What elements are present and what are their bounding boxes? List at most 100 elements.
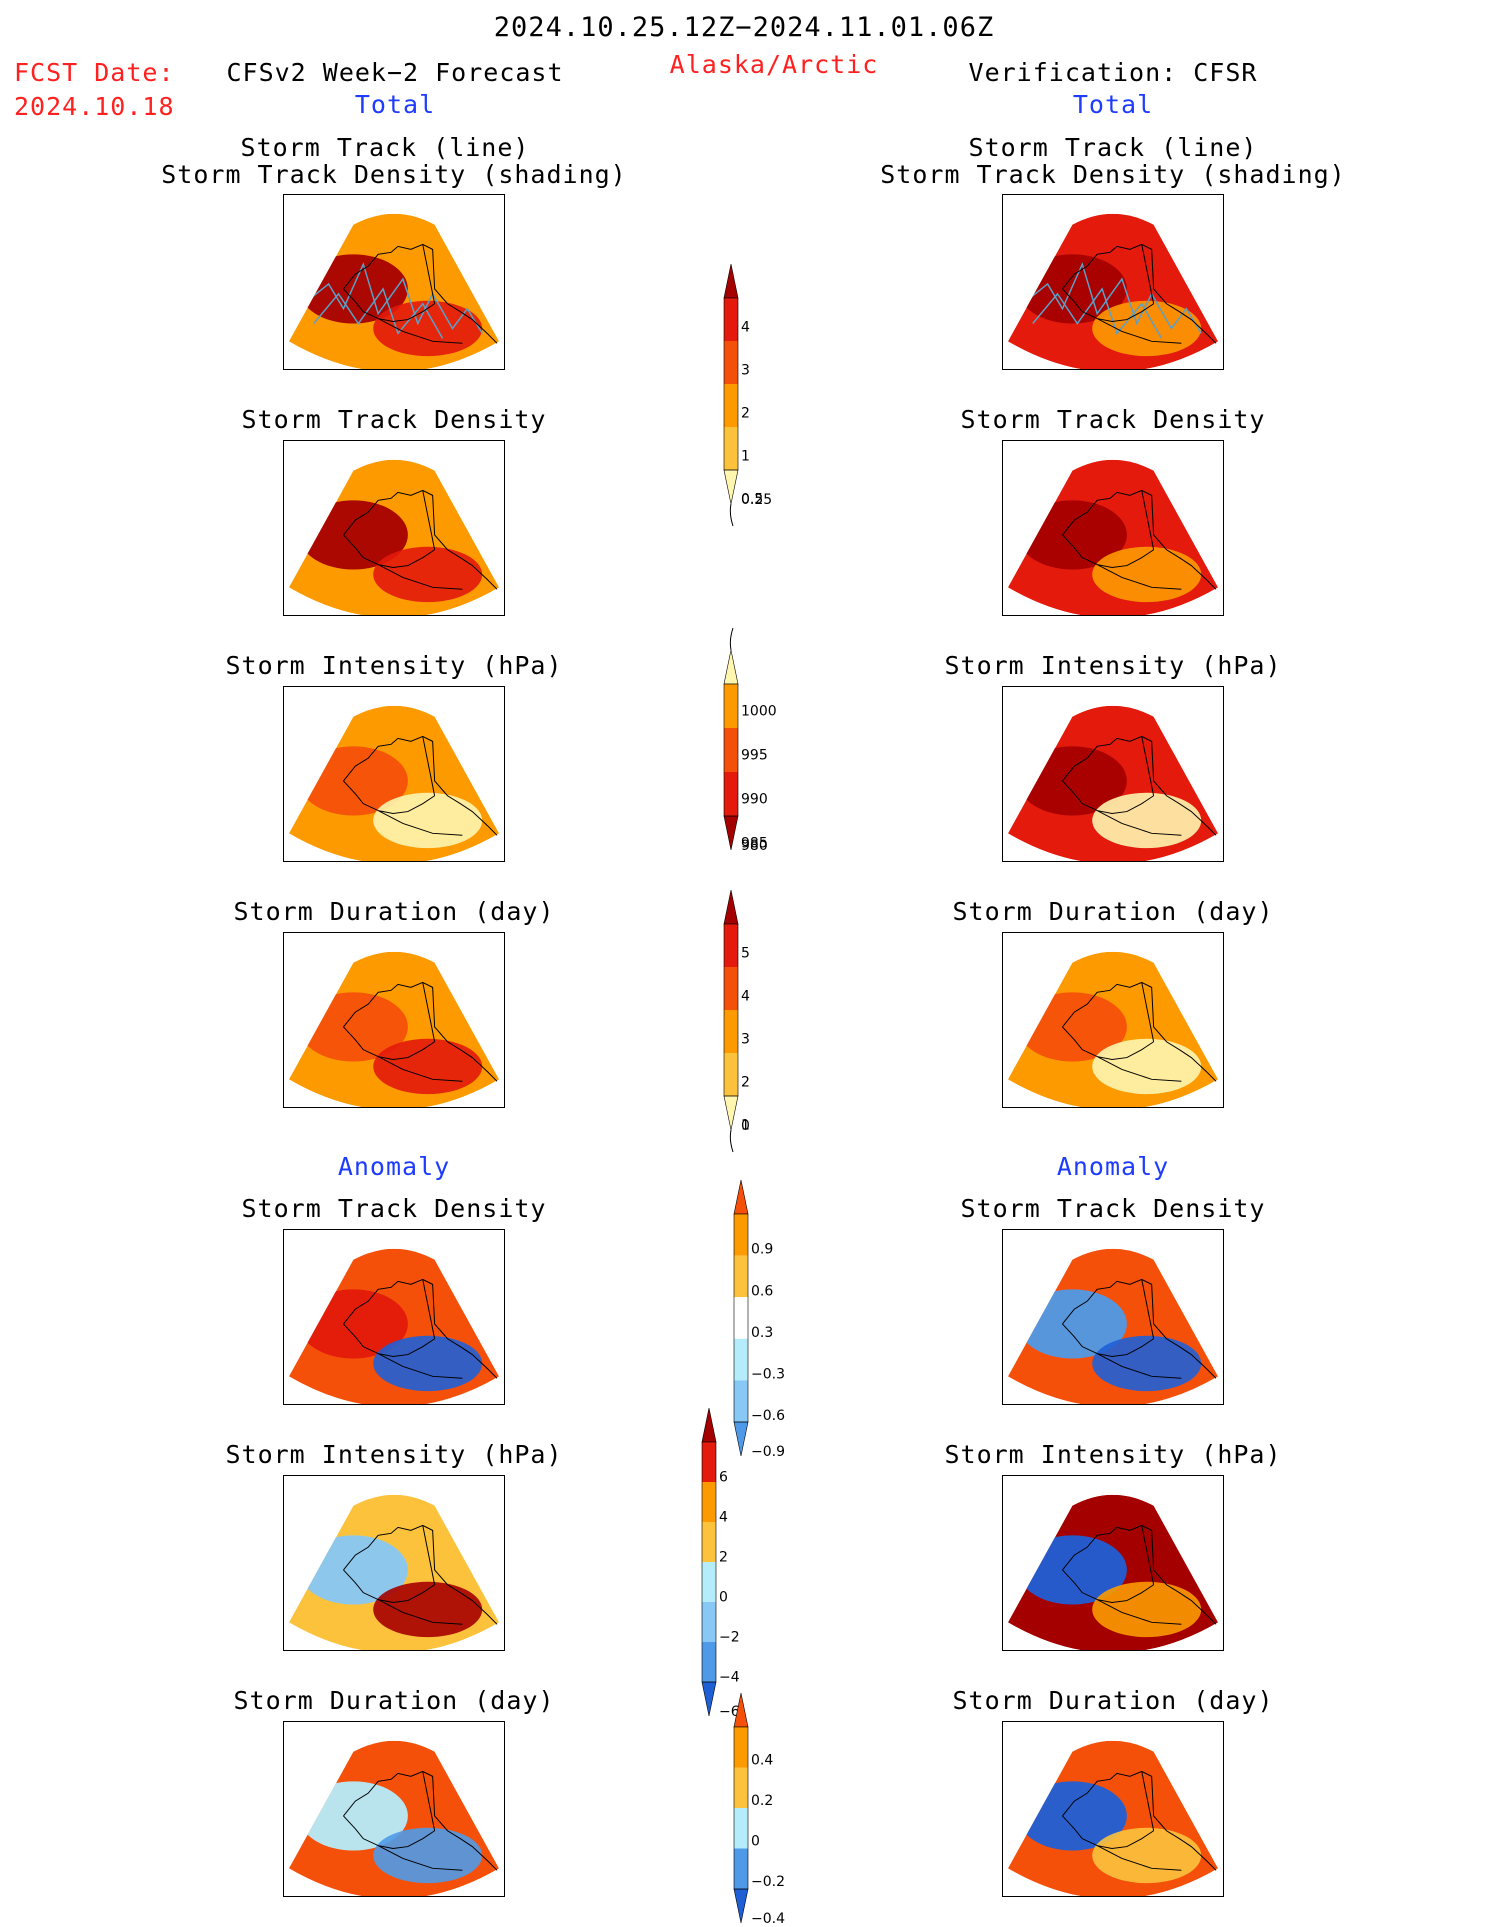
colorbar-tick-label: −2 [719, 1629, 740, 1645]
colorbar-segment [734, 1767, 748, 1808]
fc-anom-intensity-title: Storm Intensity (hPa) [225, 1440, 563, 1469]
colorbar-frame [723, 923, 739, 1097]
colorbar-tick-label: 995 [741, 747, 768, 763]
colorbar-bottom-arrow [723, 815, 739, 851]
map-field-blob [1092, 1581, 1202, 1638]
map-field-blob [373, 1581, 483, 1638]
fc-track-title-2: Storm Track Density (shading) [161, 160, 627, 189]
map-field-blob [1092, 1038, 1202, 1095]
map-panel-fc-density [283, 440, 505, 616]
colorbar-tick-label: −0.3 [751, 1366, 785, 1382]
border-line [422, 736, 436, 796]
colorbar-tick-label: −0.6 [751, 1408, 785, 1424]
colorbar-top-arrow [723, 649, 739, 685]
border-line [422, 1279, 436, 1339]
colorbar-tick-label: 2 [719, 1549, 728, 1565]
map-field-blob [373, 546, 483, 603]
colorbar-segment [702, 1602, 716, 1642]
colorbar-top-arrow [701, 1407, 717, 1443]
colorbar-tail [729, 503, 734, 527]
colorbar-top-arrow [733, 1692, 749, 1728]
border-line [422, 490, 436, 550]
colorbar-segment [724, 427, 738, 470]
border-line [1141, 1525, 1155, 1585]
storm-track-lines [1022, 262, 1202, 339]
storm-track-lines [303, 262, 483, 339]
colorbar-bottom-arrow [701, 1681, 717, 1717]
colorbar-tick-label: 3 [741, 1032, 750, 1048]
colorbar-tick-label: 3 [741, 363, 750, 379]
colorbar-segment [734, 1808, 748, 1849]
colorbar-tick-label: −6 [719, 1704, 740, 1720]
colorbar-segment [724, 1010, 738, 1053]
map-panel-vf-anom-density [1002, 1229, 1224, 1405]
colorbar-duration-anomaly: 0.4 0.2 0 −0.2 −0.4 [733, 1692, 794, 1927]
map-panel-fc-anom-intensity [283, 1475, 505, 1651]
colorbar-density-anomaly: 0.9 0.6 0.3 −0.3 −0.6 −0.9 [733, 1179, 794, 1460]
border-line [422, 982, 436, 1042]
map-field-blob [373, 1827, 483, 1884]
colorbar-tick-label: 0.6 [751, 1283, 773, 1299]
colorbar-tail [729, 627, 734, 651]
map-panel-vf-anom-intensity [1002, 1475, 1224, 1651]
fcst-date-label: FCST Date: [14, 58, 175, 87]
map-panel-vf-anom-duration [1002, 1721, 1224, 1897]
fc-anom-duration-title: Storm Duration (day) [233, 1686, 555, 1715]
vf-track-title-1: Storm Track (line) [968, 133, 1258, 162]
colorbar-tail [729, 1129, 734, 1153]
forecast-total-label: Total [354, 90, 436, 119]
colorbar-segment [724, 298, 738, 341]
colorbar-segment [734, 1214, 748, 1256]
colorbar-tick-label: 4 [741, 320, 750, 336]
border-line [1141, 982, 1155, 1042]
border-line [422, 1525, 436, 1585]
colorbar-tick-label: −0.4 [751, 1911, 785, 1927]
fc-anom-density-title: Storm Track Density [241, 1194, 547, 1223]
colorbar-tick-label: 2 [741, 1075, 750, 1091]
colorbar-segment [702, 1442, 716, 1482]
colorbar-segment [734, 1255, 748, 1298]
border-line [422, 244, 436, 304]
colorbar-segment [702, 1522, 716, 1562]
colorbar-tick-label: 0.9 [751, 1242, 773, 1258]
colorbar-tick-label: 990 [741, 791, 768, 807]
colorbar-tick-label: 0 [719, 1589, 728, 1605]
fc-anomaly-label: Anomaly [337, 1152, 451, 1181]
map-field-blob [1092, 546, 1202, 603]
map-panel-fc-duration [283, 932, 505, 1108]
colorbar-segment [702, 1562, 716, 1602]
colorbar-tick-label: 0 [751, 1833, 760, 1849]
colorbar-segment [724, 1053, 738, 1096]
coastline [343, 1278, 498, 1379]
colorbar-segment [724, 967, 738, 1010]
coastline [1062, 1278, 1217, 1379]
colorbar-segment [724, 341, 738, 384]
coastline [343, 1770, 498, 1871]
colorbar-segment [702, 1482, 716, 1522]
coastline [1062, 1770, 1217, 1871]
map-panel-vf-density [1002, 440, 1224, 616]
vf-anom-intensity-title: Storm Intensity (hPa) [944, 1440, 1282, 1469]
border-line [1141, 244, 1155, 304]
colorbar-frame [723, 683, 739, 817]
map-panel-fc-track [283, 194, 505, 370]
border-line [1141, 736, 1155, 796]
map-field-blob [1092, 792, 1202, 849]
colorbar-segment [734, 1338, 748, 1381]
vf-density-title: Storm Track Density [960, 405, 1266, 434]
map-field-blob [373, 1038, 483, 1095]
colorbar-tick-label: −0.2 [751, 1874, 785, 1890]
border-line [422, 1771, 436, 1831]
colorbar-density-total: 4 3 2 1 0.5 0.25 [723, 263, 784, 527]
colorbar-tick-label: 0.3 [751, 1325, 773, 1341]
colorbar-tick-label: 1 [741, 1118, 750, 1134]
border-line [1141, 490, 1155, 550]
colorbar-bottom-arrow [733, 1888, 749, 1924]
map-panel-fc-intensity [283, 686, 505, 862]
map-field-blob [1092, 1335, 1202, 1392]
map-panel-vf-track [1002, 194, 1224, 370]
colorbar-segment [724, 772, 738, 816]
colorbar-top-arrow [723, 889, 739, 925]
colorbar-bottom-arrow [723, 469, 739, 505]
map-panel-fc-anom-duration [283, 1721, 505, 1897]
